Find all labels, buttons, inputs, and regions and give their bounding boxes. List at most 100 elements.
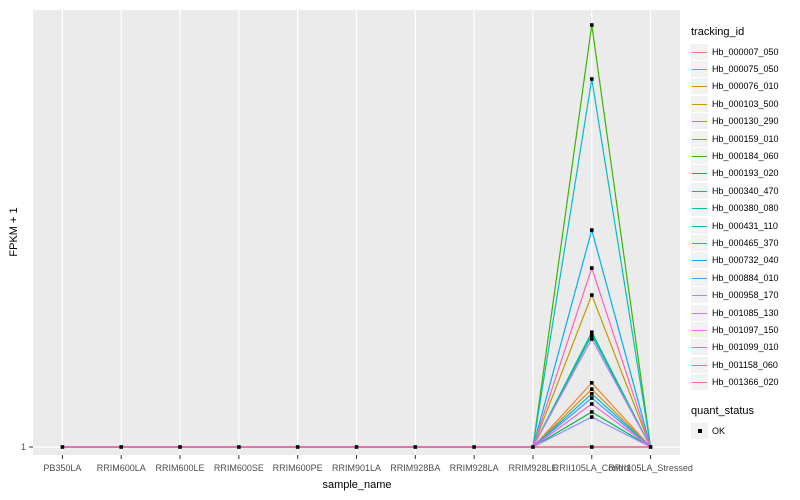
colored-line-icon: [692, 208, 707, 210]
quant-status-legend-title: quant_status: [691, 404, 754, 417]
ok-point-marker: [472, 445, 476, 449]
legend-item: Hb_001158_060: [691, 356, 799, 373]
y-axis-title: FPKM + 1: [8, 207, 20, 257]
legend-item: Hb_000103_500: [691, 95, 799, 112]
legend-item: Hb_001099_010: [691, 339, 799, 356]
colored-line-icon: [692, 347, 707, 349]
legend-item-label: Hb_000958_170: [712, 290, 779, 301]
colored-line-icon: [692, 242, 707, 244]
legend-item: Hb_000732_040: [691, 252, 799, 269]
colored-line-icon: [692, 382, 707, 384]
legend-item-label: Hb_000103_500: [712, 98, 779, 109]
legend-item: Hb_000431_110: [691, 217, 799, 234]
legend-key-line-icon: [691, 113, 708, 130]
tracking-id-legend-items: Hb_000007_050 Hb_000075_050 Hb_000076_010 H…: [691, 43, 799, 391]
data-points: [60, 23, 653, 449]
ok-point-marker: [589, 330, 594, 335]
legend-item-label: Hb_000159_010: [712, 133, 779, 144]
x-axis-title: sample_name: [322, 479, 392, 491]
x-tick-label-RRIM600PE: RRIM600PE: [272, 463, 323, 473]
x-tick-label-RRIM600LA: RRIM600LA: [96, 463, 146, 473]
ok-point-marker: [589, 392, 594, 396]
black-point-icon: [697, 428, 702, 433]
colored-line-icon: [692, 51, 707, 53]
legend-item: OK: [691, 422, 799, 439]
legend-item: Hb_000159_010: [691, 130, 799, 147]
legend-key-line-icon: [691, 217, 708, 234]
legend-key-line-icon: [691, 287, 708, 304]
ok-point-marker: [589, 293, 594, 297]
x-tick-label-RRII105LA_Control: RRII105LA_Control: [552, 463, 631, 473]
legend-item-label: Hb_001158_060: [712, 359, 778, 370]
colored-line-icon: [692, 260, 707, 262]
tracking-id-legend-title: tracking_id: [691, 26, 745, 38]
ok-point-marker: [531, 445, 535, 449]
legend-key-line-icon: [691, 252, 708, 269]
x-tick-label-RRIM600SE: RRIM600SE: [213, 463, 264, 473]
colored-line-icon: [692, 69, 707, 71]
ok-point-marker: [589, 381, 594, 385]
colored-line-icon: [692, 121, 707, 123]
x-tick-label-RRII105LA_Stressed: RRII105LA_Stressed: [608, 463, 693, 473]
ok-point-marker: [589, 445, 594, 449]
legend-item-label: Hb_001097_150: [712, 324, 779, 335]
ok-point-marker: [354, 445, 359, 449]
legend-item: Hb_001097_150: [691, 321, 799, 338]
quant-status-legend: quant_status OK: [691, 405, 799, 439]
colored-line-icon: [692, 156, 707, 158]
legend-item-label: Hb_000380_080: [712, 203, 779, 214]
ok-point-marker: [648, 445, 653, 449]
colored-line-icon: [692, 190, 707, 192]
legend-item: Hb_000130_290: [691, 113, 799, 130]
legend-item-label: Hb_000184_060: [712, 151, 779, 162]
x-tick-label-RRIM901LA: RRIM901LA: [331, 463, 382, 473]
legend-key-line-icon: [691, 148, 708, 165]
ok-point-marker: [589, 337, 594, 341]
legend-item: Hb_000884_010: [691, 269, 799, 286]
legend-item-label: Hb_000465_370: [712, 237, 779, 248]
x-tick-label-RRIM928LA: RRIM928LA: [449, 463, 499, 473]
colored-line-icon: [692, 138, 707, 140]
colored-line-icon: [692, 103, 707, 105]
legend-item-label: Hb_000007_050: [712, 46, 779, 57]
ok-point-marker: [295, 445, 300, 449]
legend-key-line-icon: [691, 182, 708, 199]
y-tick-label-1: 1: [20, 442, 26, 452]
legend-item: Hb_000184_060: [691, 147, 799, 165]
ok-point-marker: [589, 228, 594, 232]
legend-item-label: Hb_000431_110: [712, 220, 778, 231]
legend-item-label: Hb_000884_010: [712, 272, 779, 283]
legend-key-line-icon: [691, 374, 708, 391]
x-tick-label-RRIM600LE: RRIM600LE: [155, 463, 205, 473]
legend-item: Hb_001085_130: [691, 304, 799, 321]
x-tick-label-PB350LA: PB350LA: [43, 463, 82, 473]
legend-item: Hb_000958_170: [691, 286, 799, 304]
legend-item-label: Hb_000075_050: [712, 64, 779, 75]
ok-point-marker: [589, 333, 594, 337]
colored-line-icon: [692, 295, 707, 297]
ok-point-marker: [589, 77, 594, 81]
quant-ok-key-icon: [691, 422, 708, 439]
colored-line-icon: [692, 225, 707, 227]
legend-item-label: OK: [712, 425, 726, 436]
legend-item: Hb_000465_370: [691, 234, 799, 251]
ok-point-marker: [60, 445, 65, 449]
legend-key-line-icon: [691, 356, 708, 373]
legend-key-line-icon: [691, 304, 708, 321]
legend-item-label: Hb_000076_010: [712, 81, 779, 92]
ok-point-marker: [413, 445, 418, 449]
legend-key-line-icon: [691, 43, 708, 60]
ok-point-marker: [237, 445, 241, 449]
axis-tick-marks: [29, 446, 652, 459]
colored-line-icon: [692, 173, 707, 175]
gridlines: [33, 10, 680, 455]
legend-item-label: Hb_001366_020: [712, 377, 779, 388]
ok-point-marker: [178, 445, 182, 449]
legend-item-label: Hb_000732_040: [712, 255, 779, 266]
ok-point-marker: [589, 23, 594, 27]
legend-panel: tracking_id Hb_000007_050 Hb_000075_050 Hb…: [691, 26, 799, 439]
legend-key-line-icon: [691, 339, 708, 356]
legend-key-line-icon: [691, 200, 708, 217]
